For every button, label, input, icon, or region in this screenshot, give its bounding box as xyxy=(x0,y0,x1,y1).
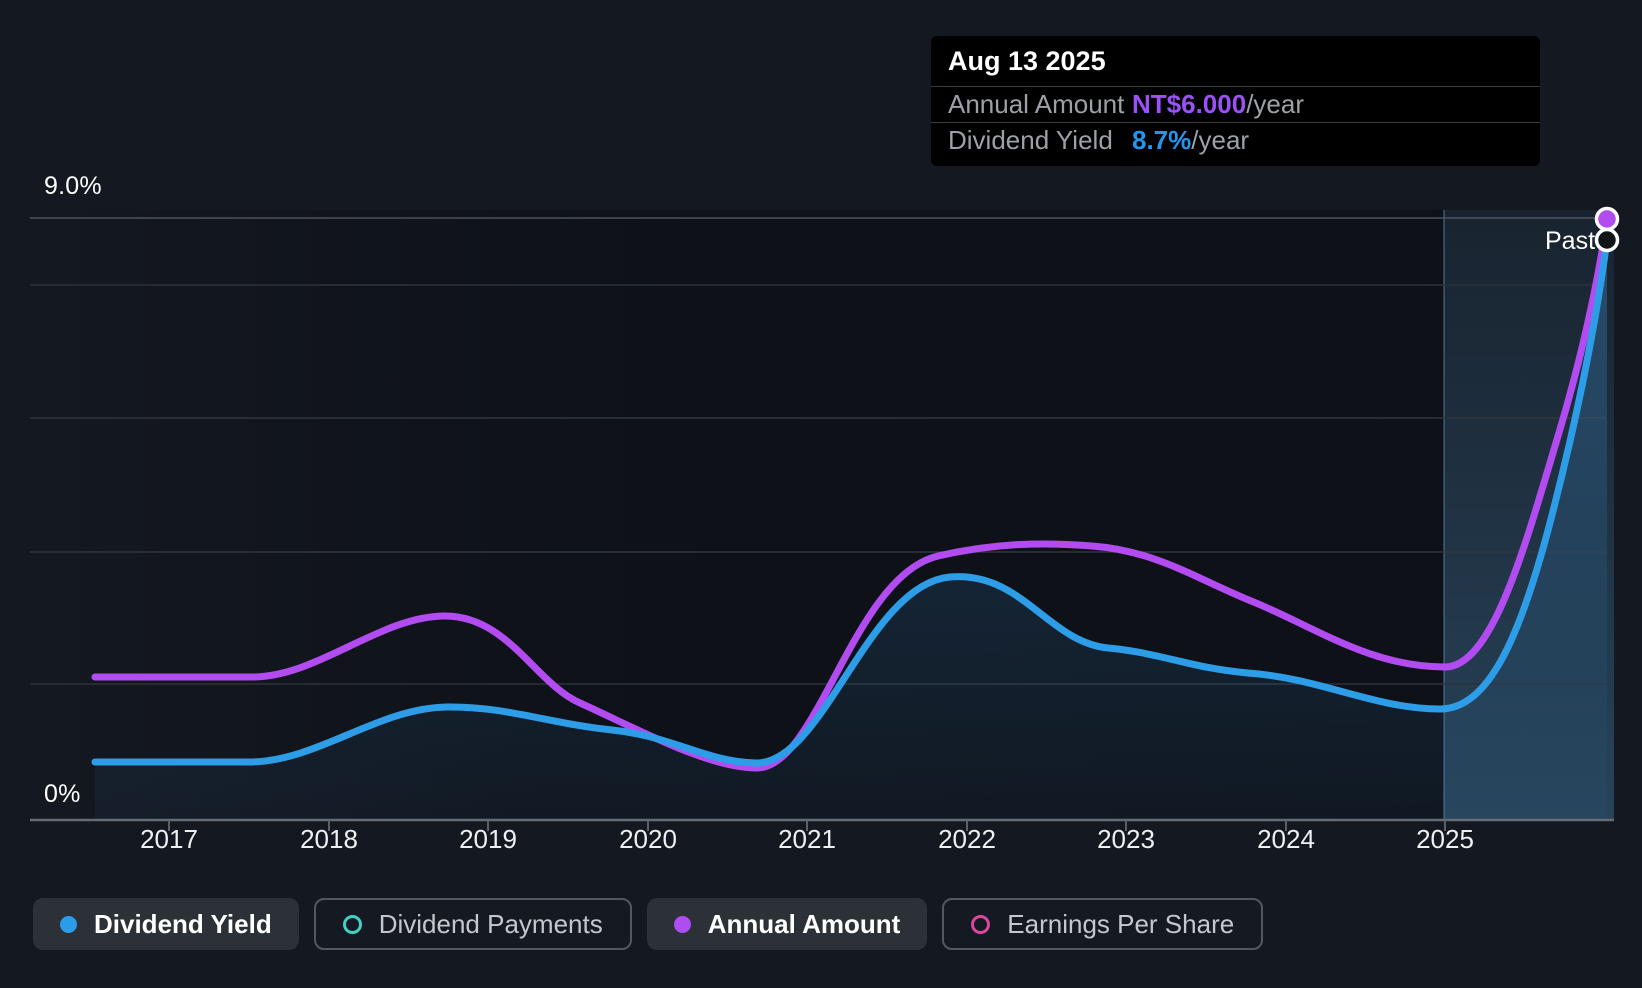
legend-label: Dividend Payments xyxy=(378,908,603,939)
tooltip-value-suffix: /year xyxy=(1246,89,1304,119)
tooltip-value-annual-amount: NT$6.000 xyxy=(1132,89,1247,119)
legend-toggle-earnings-per-share[interactable]: Earnings Per Share xyxy=(942,898,1264,950)
legend-toggle-annual-amount[interactable]: Annual Amount xyxy=(646,898,928,950)
dividend-yield-line[interactable] xyxy=(91,236,1611,767)
annual-amount-line[interactable] xyxy=(91,215,1611,772)
tooltip-value-dividend-yield: 8.7% xyxy=(1132,125,1192,155)
legend-toggle-dividend-payments[interactable]: Dividend Payments xyxy=(313,898,632,950)
annual-amount-dot-icon xyxy=(673,915,691,933)
tooltip-label: Dividend Yield xyxy=(948,125,1113,155)
tooltip-value-suffix: /year xyxy=(1191,125,1250,155)
legend-toggle-dividend-yield[interactable]: Dividend Yield xyxy=(33,898,299,950)
x-axis-label-2018: 2018 xyxy=(300,824,358,854)
dividend-payments-ring-icon xyxy=(342,914,362,934)
x-axis-label-2022: 2022 xyxy=(938,824,996,854)
x-axis-label-2017: 2017 xyxy=(140,824,198,854)
dividend-yield-end-marker[interactable] xyxy=(1594,227,1620,253)
gridlines xyxy=(30,217,1606,685)
y-axis-label-max: 9.0% xyxy=(44,172,102,200)
tooltip-row-dividend-yield: Dividend Yield 8.7% /year xyxy=(931,122,1540,158)
x-axis-label-2025: 2025 xyxy=(1416,824,1474,854)
past-region-label: Past xyxy=(1545,227,1596,255)
tooltip-date: Aug 13 2025 xyxy=(948,46,1106,76)
x-axis-label-2020: 2020 xyxy=(619,824,677,854)
y-axis-label-min: 0% xyxy=(44,780,81,808)
x-axis-label-2023: 2023 xyxy=(1097,824,1155,854)
x-axis-label-2021: 2021 xyxy=(778,824,836,854)
legend: Dividend Yield Dividend Payments Annual … xyxy=(33,898,1264,950)
legend-label: Earnings Per Share xyxy=(1007,908,1235,939)
x-axis xyxy=(30,818,1614,831)
legend-label: Dividend Yield xyxy=(94,908,272,939)
dividend-yield-dot-icon xyxy=(60,915,77,933)
tooltip-label: Annual Amount xyxy=(948,89,1125,119)
tooltip: Aug 13 2025 Annual Amount NT$6.000 /year… xyxy=(931,36,1540,166)
x-axis-label-2019: 2019 xyxy=(459,824,517,854)
annual-amount-end-marker[interactable] xyxy=(1594,206,1620,232)
legend-label: Annual Amount xyxy=(707,908,901,939)
x-axis-label-2024: 2024 xyxy=(1257,824,1315,854)
earnings-per-share-ring-icon xyxy=(971,914,991,934)
tooltip-row-annual-amount: Annual Amount NT$6.000 /year xyxy=(931,86,1540,122)
dividend-yield-area xyxy=(95,240,1607,820)
